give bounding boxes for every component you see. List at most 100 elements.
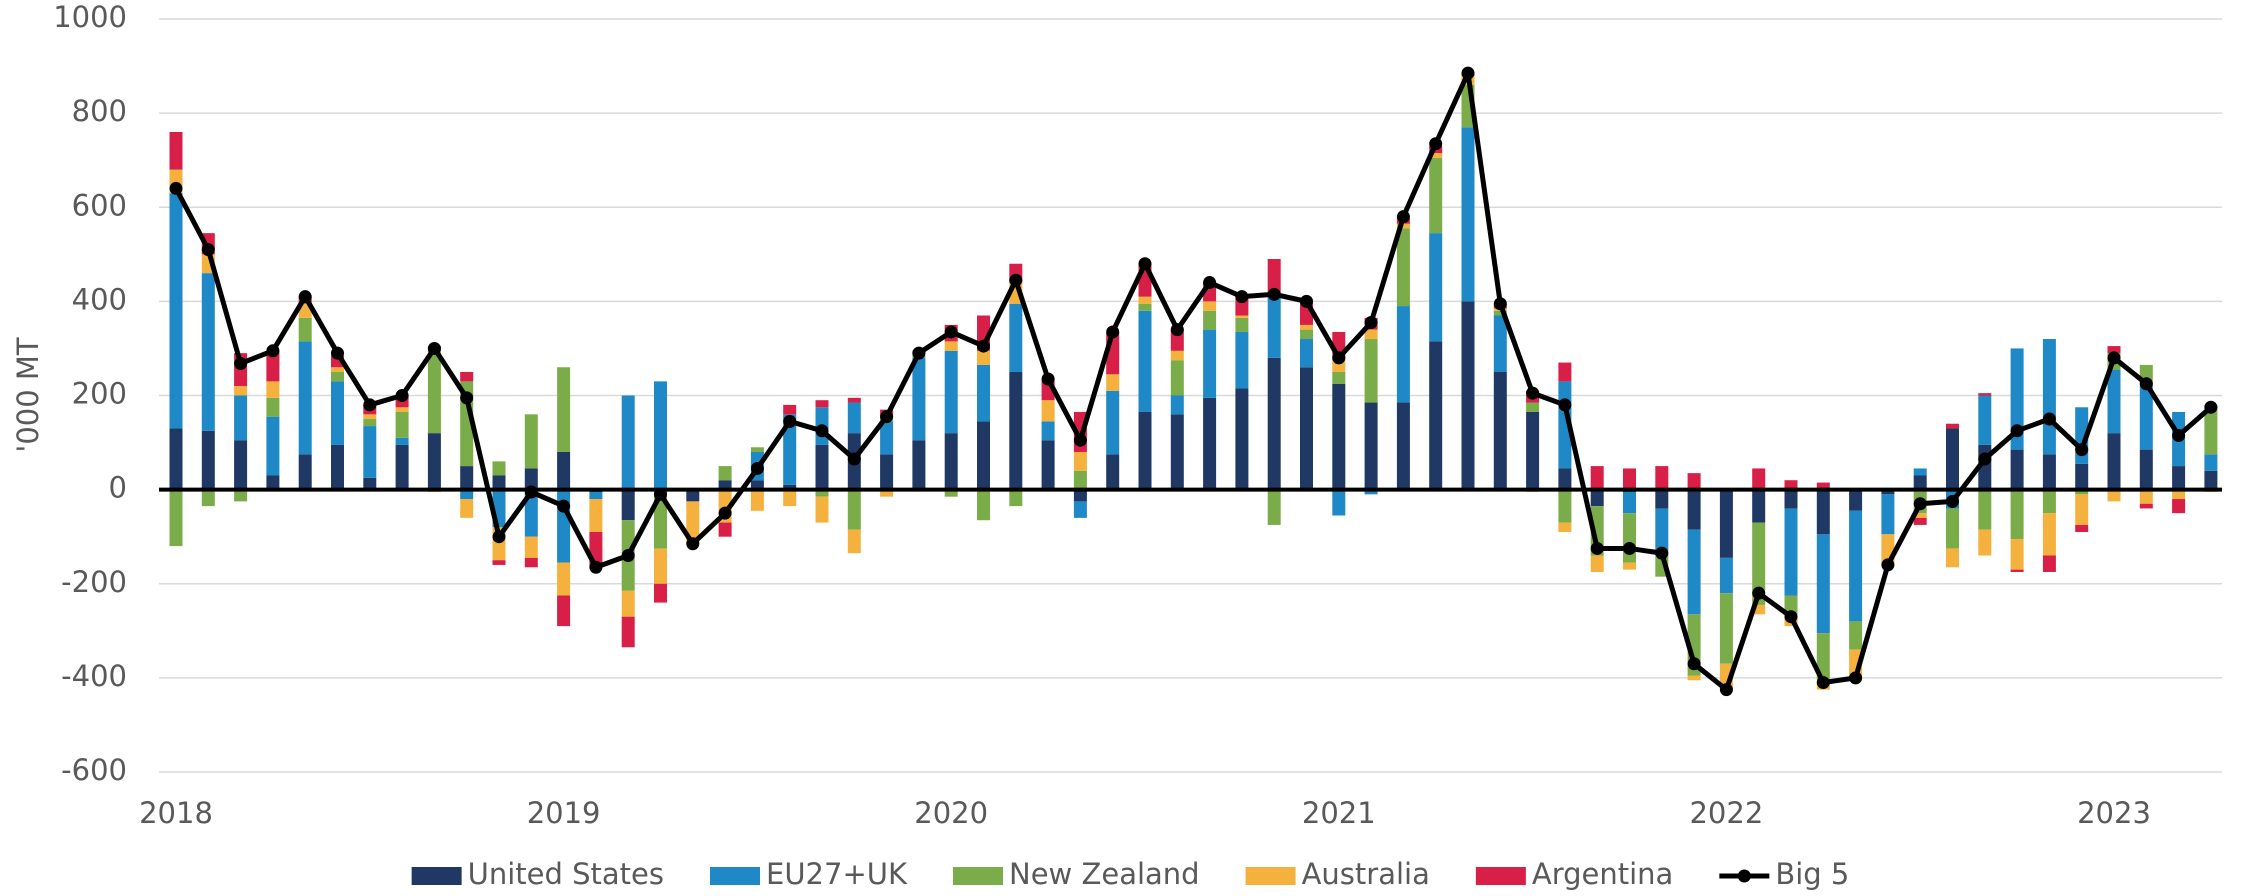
bar-segment <box>686 489 700 502</box>
bar-segment <box>524 414 538 469</box>
legend-item: United States <box>411 857 664 891</box>
bar-segment <box>880 489 894 497</box>
bar-segment <box>2172 499 2186 514</box>
bar-segment <box>1978 529 1992 556</box>
legend-swatch <box>411 867 462 885</box>
bar-segment <box>1784 480 1798 490</box>
line-marker <box>1203 276 1217 290</box>
bar-segment <box>298 341 312 455</box>
line-marker <box>1752 586 1766 600</box>
bar-segment <box>1816 489 1830 535</box>
bar-segment <box>944 341 958 351</box>
bar-segment <box>718 480 732 490</box>
line-marker <box>1267 287 1281 301</box>
legend-swatch <box>1245 867 1296 885</box>
bar-segment <box>977 350 990 365</box>
legend-label: EU27+UK <box>766 857 908 891</box>
legend-item: Argentina <box>1475 857 1673 891</box>
line-marker <box>1978 452 1992 466</box>
bar-segment <box>1235 331 1249 389</box>
bar-segment <box>1429 153 1443 158</box>
bar-segment <box>2042 555 2056 572</box>
bar-segment <box>1816 482 1830 490</box>
bar-segment <box>2107 346 2121 354</box>
line-marker <box>1849 671 1863 685</box>
bar-segment <box>201 273 215 431</box>
bar-segment <box>2010 489 2024 540</box>
line-marker <box>169 181 183 195</box>
bar-segment <box>298 317 312 342</box>
bar-segment <box>1461 127 1475 302</box>
line-marker <box>944 325 958 339</box>
bar-segment <box>912 440 926 490</box>
bar-segment <box>783 489 797 507</box>
bar-segment <box>1946 423 1959 429</box>
bar-segment <box>1429 157 1443 234</box>
y-tick-label: 600 <box>72 188 127 222</box>
bar-segment <box>1364 339 1378 403</box>
bar-segment <box>1041 440 1055 490</box>
bar-segment <box>524 489 538 537</box>
bar-segment <box>2010 449 2024 490</box>
bar-segment <box>1913 468 1927 476</box>
bar-segment <box>847 489 861 530</box>
line-marker <box>1623 541 1636 555</box>
y-tick-label: -200 <box>61 565 127 599</box>
line-marker <box>977 339 990 353</box>
line-marker <box>880 410 894 424</box>
line-marker <box>2075 443 2089 457</box>
line-marker <box>1946 494 1959 508</box>
bar-segment <box>1913 517 1927 525</box>
bar-segment <box>1719 557 1733 594</box>
bar-segment <box>847 529 861 554</box>
line-marker <box>1461 66 1475 80</box>
line-marker <box>298 290 312 304</box>
line-marker <box>557 499 571 513</box>
line-marker <box>1655 546 1669 560</box>
line-marker <box>589 560 603 574</box>
bar-segment <box>1267 259 1281 295</box>
bar-segment <box>621 590 635 617</box>
x-tick-label: 2023 <box>2077 796 2151 830</box>
legend-label: New Zealand <box>1009 857 1200 891</box>
y-tick-label: 400 <box>72 282 127 316</box>
bar-segment <box>1881 489 1895 495</box>
bar-segment <box>1138 303 1152 311</box>
line-marker <box>492 530 506 544</box>
bar-segment <box>1332 371 1346 384</box>
bar-segment <box>1170 360 1184 396</box>
bar-segment <box>234 386 248 396</box>
line-marker <box>847 452 861 466</box>
x-tick-label: 2022 <box>1689 796 1763 830</box>
bar-segment <box>1073 470 1087 490</box>
bar-segment <box>395 407 409 412</box>
bar-segment <box>2204 404 2218 455</box>
bar-segment <box>1590 466 1604 490</box>
bar-segment <box>1687 489 1701 530</box>
bar-segment <box>1461 301 1475 490</box>
bar-segment <box>1009 303 1023 372</box>
line-marker <box>266 344 280 358</box>
bar-segment <box>1752 522 1766 605</box>
line-marker <box>654 487 667 501</box>
bar-segment <box>427 350 441 434</box>
bar-segment <box>718 466 732 481</box>
bar-segment <box>1784 489 1798 509</box>
x-tick-label: 2019 <box>527 796 601 830</box>
line-marker <box>1332 351 1346 365</box>
bar-segment <box>1170 395 1184 415</box>
bar-segment <box>266 397 280 417</box>
bar-segment <box>524 536 538 558</box>
bar-segment <box>1526 411 1540 490</box>
bar-segment <box>395 411 409 438</box>
bar-segment <box>1364 489 1378 495</box>
bar-segment <box>557 367 571 452</box>
bar-segment <box>815 496 829 523</box>
bar-segment <box>1267 489 1281 525</box>
bar-segment <box>1041 421 1055 441</box>
bar-segment <box>331 444 344 490</box>
bar-segment <box>331 367 344 372</box>
bar-segment <box>1946 428 1959 490</box>
legend-label: Australia <box>1302 857 1430 891</box>
